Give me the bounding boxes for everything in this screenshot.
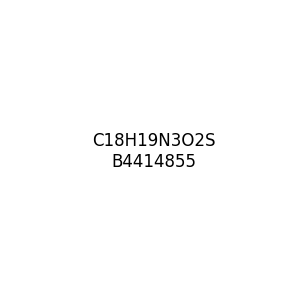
Text: C18H19N3O2S
B4414855: C18H19N3O2S B4414855 — [92, 132, 215, 171]
